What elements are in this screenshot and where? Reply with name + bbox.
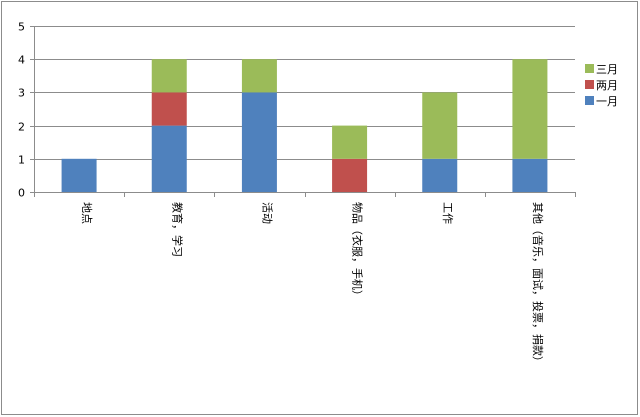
x-tick-label: 物品（衣服，手机） (351, 202, 365, 301)
y-tick-label: 0 (18, 187, 25, 200)
bar-三月-5 (512, 59, 548, 159)
legend-swatch (585, 64, 594, 73)
y-tick-label: 1 (18, 154, 25, 167)
x-tick-label: 教育，学习 (170, 202, 184, 257)
y-tick-label: 5 (18, 21, 25, 34)
legend-swatch (585, 96, 594, 105)
bar-三月-1 (151, 59, 187, 93)
bar-一月-1 (151, 125, 187, 192)
x-tick-label: 地点 (80, 202, 93, 224)
legend-swatch (585, 80, 594, 89)
x-tick-label: 工作 (441, 202, 454, 224)
legend-label: 一月 (596, 95, 618, 108)
bar-三月-4 (422, 92, 458, 159)
bar-一月-4 (422, 158, 458, 192)
bar-三月-3 (332, 125, 368, 159)
bar-一月-2 (241, 92, 277, 192)
x-tick-label: 其他（音乐，面试，投票，捐款） (531, 202, 545, 367)
bar-两月-3 (332, 158, 368, 192)
bar-三月-2 (241, 59, 277, 93)
bars (61, 59, 548, 192)
x-tick-label: 活动 (260, 202, 273, 224)
y-tick-label: 4 (18, 54, 25, 67)
axes (30, 26, 576, 197)
legend-label: 三月 (596, 63, 618, 76)
x-tick-labels: 地点 教育，学习 活动 物品（衣服，手机） 工作 其他（音乐，面试，投票，捐款） (80, 202, 545, 367)
bar-两月-1 (151, 92, 187, 126)
y-tick-labels: 0 1 2 3 4 5 (18, 21, 25, 200)
gridlines (34, 26, 575, 160)
y-tick-label: 3 (18, 87, 25, 100)
y-tick-label: 2 (18, 121, 25, 134)
bar-一月-5 (512, 158, 548, 192)
bar-一月-0 (61, 158, 97, 192)
legend-label: 两月 (596, 79, 618, 92)
